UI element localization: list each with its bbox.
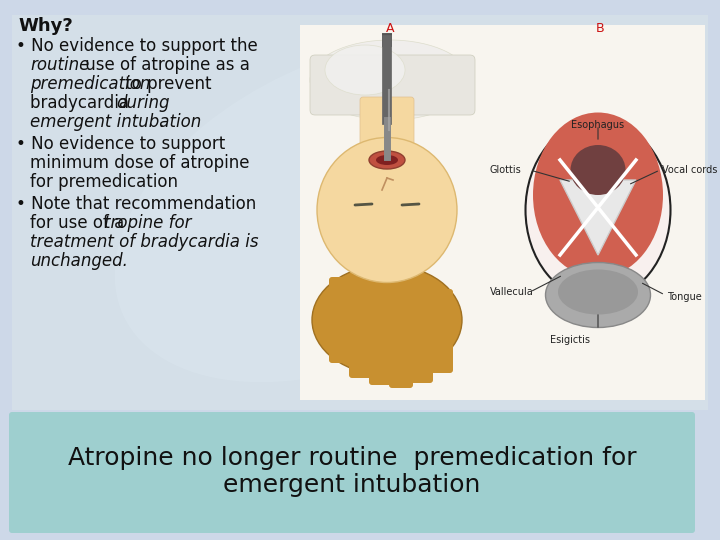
FancyBboxPatch shape [329, 277, 353, 363]
Text: B: B [595, 22, 604, 35]
Ellipse shape [310, 40, 470, 120]
Text: Atropine no longer routine  premedication for: Atropine no longer routine premedication… [68, 446, 636, 470]
Text: premedication: premedication [30, 75, 150, 93]
FancyBboxPatch shape [369, 299, 393, 385]
Ellipse shape [570, 145, 626, 195]
Text: use of atropine as a: use of atropine as a [80, 56, 250, 74]
FancyBboxPatch shape [310, 55, 475, 115]
Text: .: . [158, 113, 163, 131]
Text: Esophagus: Esophagus [572, 120, 624, 130]
Ellipse shape [312, 265, 462, 375]
Text: Vallecula: Vallecula [490, 287, 534, 297]
Text: for premedication: for premedication [30, 173, 178, 191]
Text: emergent intubation: emergent intubation [223, 473, 481, 497]
Ellipse shape [546, 262, 650, 327]
FancyBboxPatch shape [300, 25, 705, 400]
Text: Esigictis: Esigictis [550, 335, 590, 345]
Ellipse shape [526, 120, 670, 300]
Ellipse shape [376, 155, 398, 165]
Text: to prevent: to prevent [120, 75, 212, 93]
Text: unchanged.: unchanged. [30, 252, 128, 270]
FancyBboxPatch shape [12, 15, 708, 410]
Ellipse shape [369, 151, 405, 169]
Text: bradycardia: bradycardia [30, 94, 134, 112]
Text: Tongue: Tongue [667, 292, 702, 302]
Ellipse shape [558, 269, 638, 314]
Text: • No evidence to support the: • No evidence to support the [16, 37, 258, 55]
Text: tropine for: tropine for [104, 214, 192, 232]
Text: minimum dose of atropine: minimum dose of atropine [30, 154, 250, 172]
Text: routine: routine [30, 56, 89, 74]
Text: Vocal cords: Vocal cords [662, 165, 717, 175]
Text: treatment of bradycardia is: treatment of bradycardia is [30, 233, 258, 251]
Text: • Note that recommendation: • Note that recommendation [16, 195, 256, 213]
Text: A: A [386, 22, 395, 35]
Text: Glottis: Glottis [490, 165, 522, 175]
Text: emergent intubation: emergent intubation [30, 113, 202, 131]
FancyBboxPatch shape [9, 412, 695, 533]
Ellipse shape [114, 38, 585, 382]
FancyBboxPatch shape [429, 289, 453, 373]
FancyBboxPatch shape [349, 287, 373, 378]
Ellipse shape [317, 138, 457, 282]
Text: • No evidence to support: • No evidence to support [16, 135, 225, 153]
Ellipse shape [533, 112, 663, 278]
Text: Why?: Why? [18, 17, 73, 35]
FancyBboxPatch shape [409, 295, 433, 383]
FancyBboxPatch shape [389, 302, 413, 388]
FancyBboxPatch shape [360, 97, 414, 163]
Ellipse shape [325, 45, 405, 95]
Text: for use of a: for use of a [30, 214, 125, 232]
Text: during: during [116, 94, 169, 112]
Polygon shape [560, 180, 636, 255]
